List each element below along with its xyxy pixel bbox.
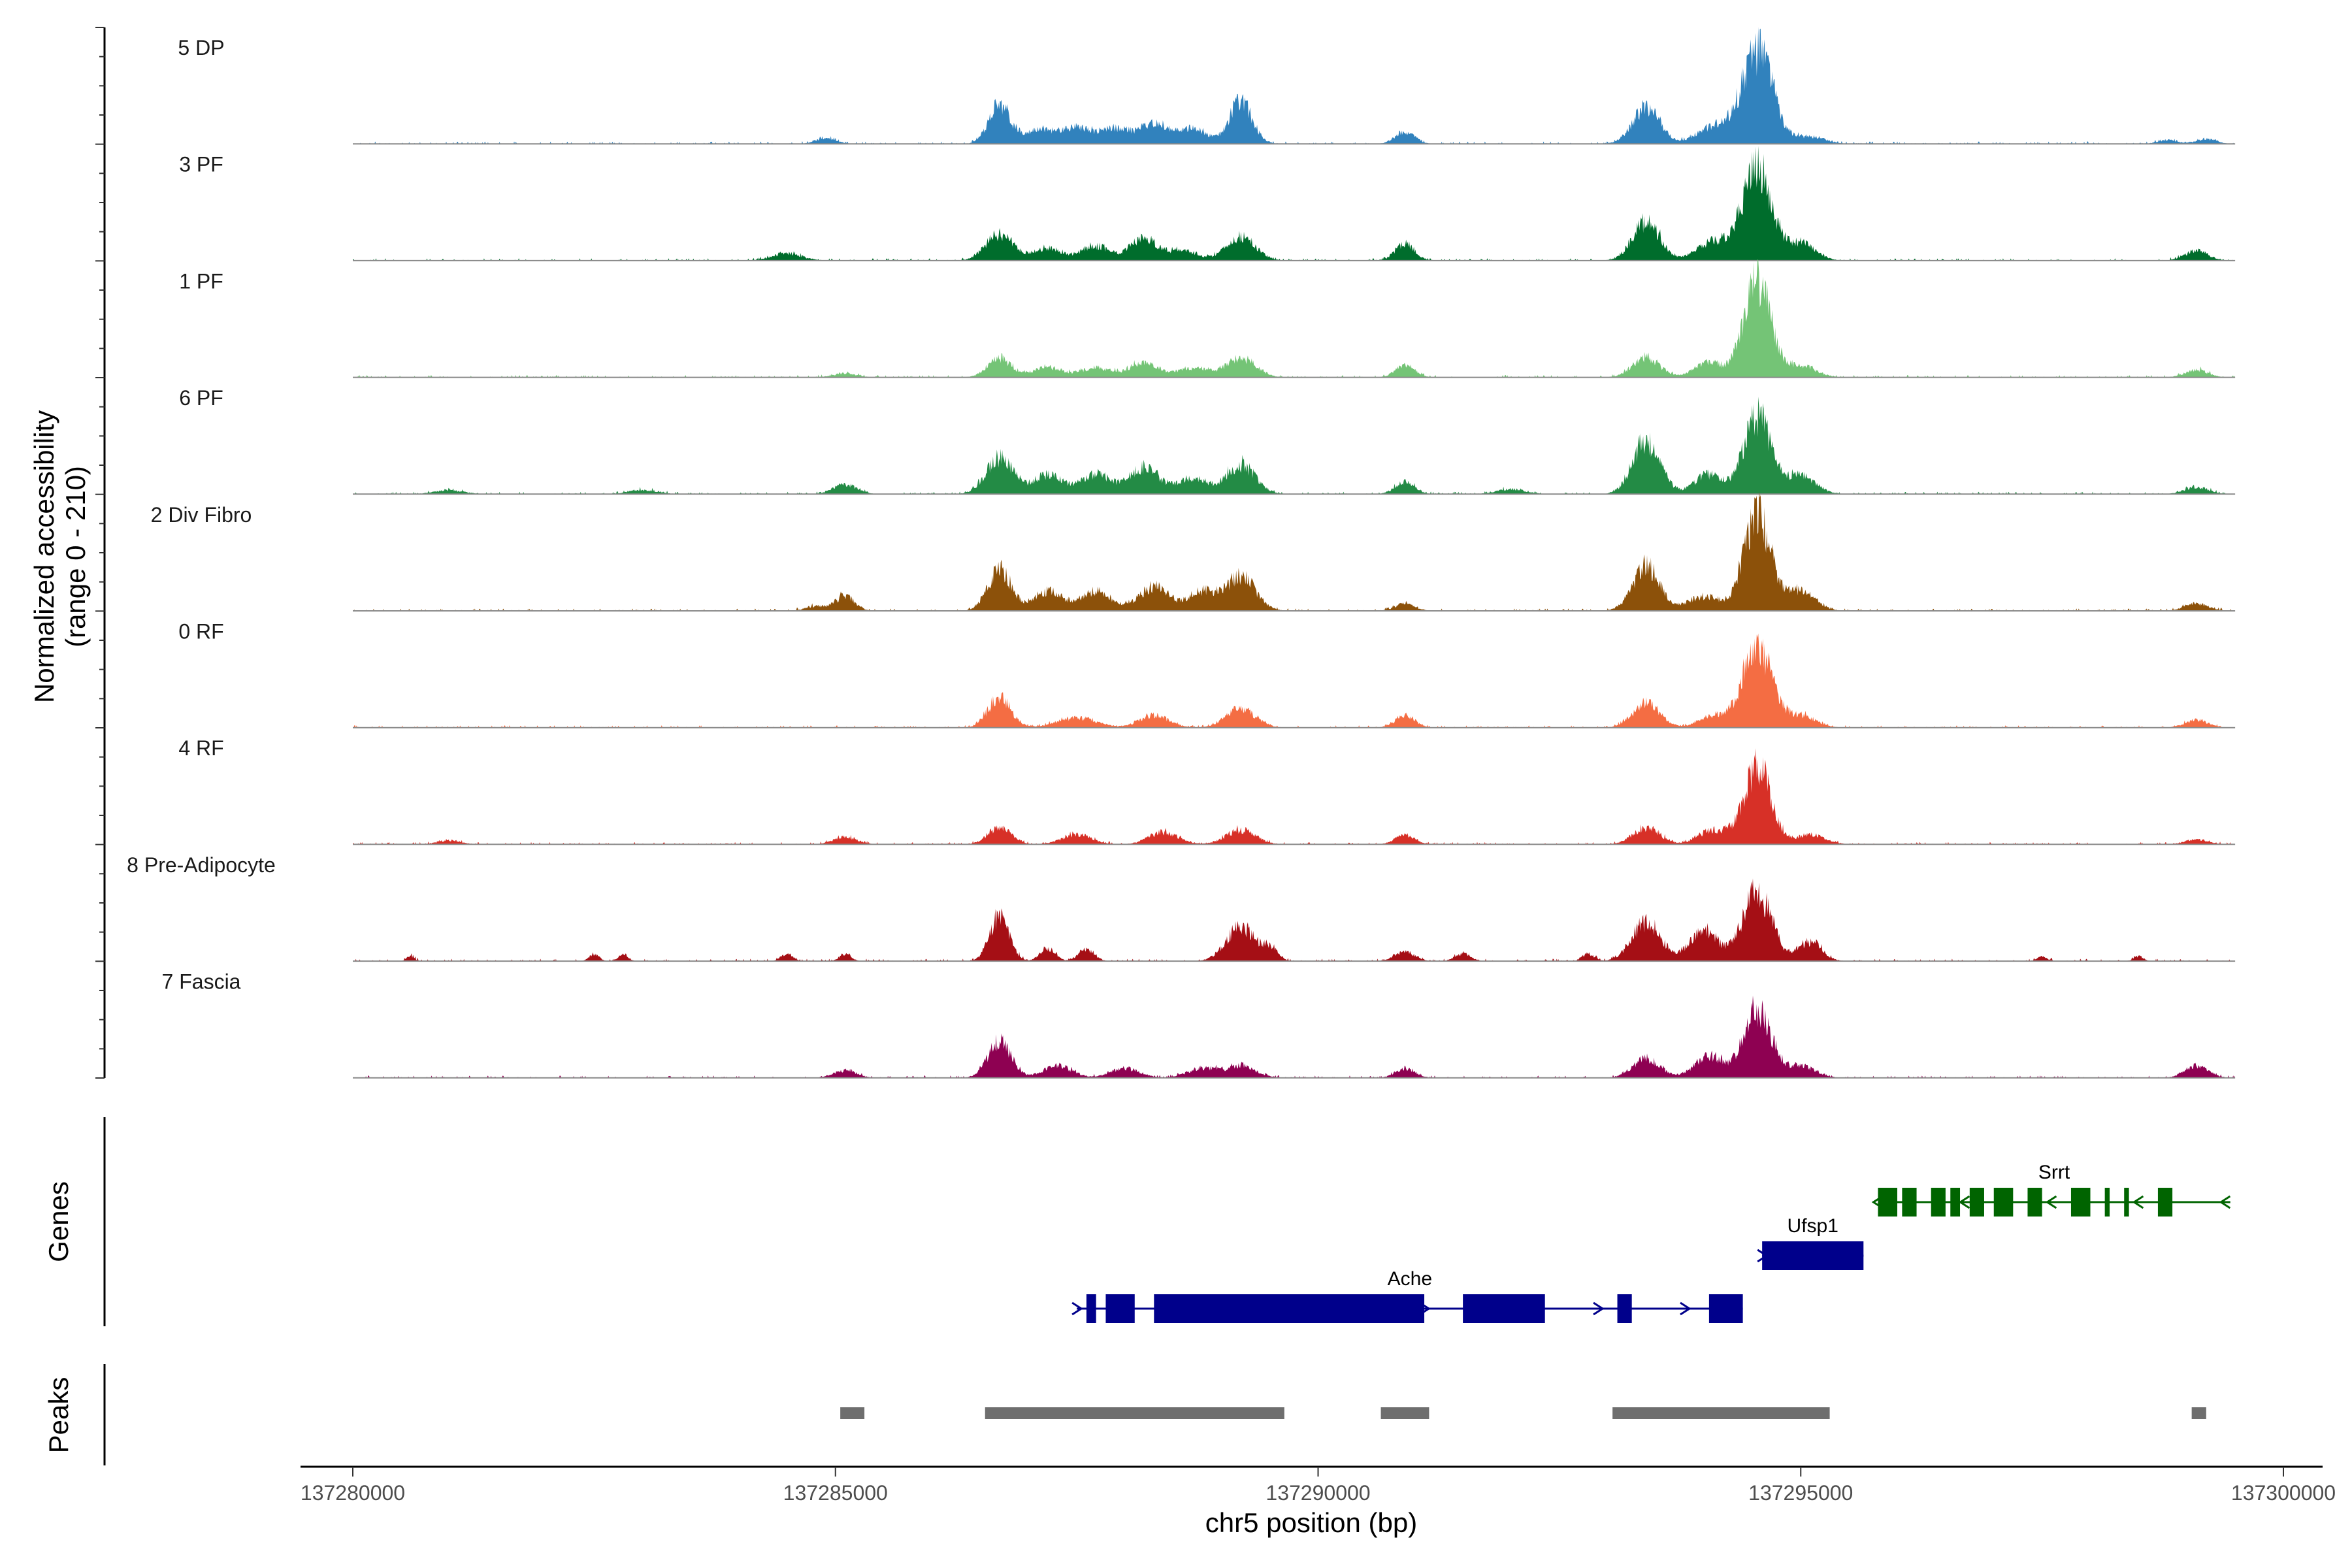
coverage-y-ticks bbox=[95, 27, 105, 1079]
track-label: 5 DP bbox=[178, 36, 224, 59]
gene-exon bbox=[1969, 1188, 1984, 1217]
track-0: 5 DP bbox=[178, 27, 2236, 145]
gene-exon bbox=[1902, 1188, 1917, 1217]
gene-exon bbox=[1154, 1294, 1425, 1323]
genes-panel-title: Genes bbox=[43, 1181, 74, 1262]
gene-srrt: Srrt bbox=[1871, 1162, 2231, 1217]
gene-exon bbox=[2104, 1188, 2110, 1217]
gene-exon bbox=[1950, 1188, 1961, 1217]
gene-exon bbox=[1878, 1188, 1897, 1217]
gene-exon bbox=[2070, 1188, 2091, 1217]
gene-exon bbox=[1105, 1294, 1135, 1323]
track-label: 7 Fascia bbox=[162, 970, 241, 994]
coverage-tracks: 5 DP 3 PF 1 PF 6 PF 2 Div Fibro 0 RF 4 RF 8 Pre… bbox=[127, 27, 2236, 1079]
gene-exon bbox=[1463, 1294, 1545, 1323]
peak-region bbox=[1380, 1407, 1429, 1419]
track-1: 3 PF bbox=[179, 146, 2236, 261]
strand-arrow-icon bbox=[1680, 1301, 1691, 1316]
track-2: 1 PF bbox=[179, 259, 2236, 378]
track-label: 4 RF bbox=[178, 736, 223, 760]
x-axis-ticks: 137280000 137285000 137290000 137295000 1373… bbox=[301, 1467, 2336, 1505]
track-label: 3 PF bbox=[179, 153, 223, 176]
peak-regions bbox=[840, 1407, 2206, 1419]
gene-ache: Ache bbox=[1071, 1268, 1743, 1323]
y-axis-title-group: Normalized accessibility (range 0 - 210) bbox=[29, 410, 91, 703]
strand-arrow-icon bbox=[1958, 1195, 1970, 1209]
track-label: 2 Div Fibro bbox=[151, 503, 252, 527]
track-area bbox=[353, 633, 2236, 728]
strand-arrow-icon bbox=[1071, 1301, 1083, 1316]
y-axis-title: Normalized accessibility bbox=[29, 410, 59, 703]
x-axis-title: chr5 position (bp) bbox=[1205, 1507, 1418, 1538]
track-label: 6 PF bbox=[179, 386, 223, 410]
track-area bbox=[353, 27, 2236, 144]
track-label: 0 RF bbox=[178, 620, 223, 644]
strand-arrow-icon bbox=[2132, 1195, 2144, 1209]
gene-exon bbox=[2124, 1188, 2129, 1217]
peak-region bbox=[985, 1407, 1284, 1419]
track-area bbox=[353, 878, 2236, 962]
gene-exon bbox=[1931, 1188, 1946, 1217]
x-tick-label: 137300000 bbox=[2231, 1481, 2336, 1505]
track-7: 8 Pre-Adipocyte bbox=[127, 853, 2236, 962]
peak-region bbox=[2191, 1407, 2206, 1419]
track-label: 8 Pre-Adipocyte bbox=[127, 853, 276, 877]
y-axis-range: (range 0 - 210) bbox=[60, 466, 91, 647]
track-area bbox=[353, 995, 2236, 1078]
x-tick-label: 137295000 bbox=[1748, 1481, 1853, 1505]
track-8: 7 Fascia bbox=[162, 970, 2236, 1079]
gene-exon bbox=[2157, 1188, 2173, 1217]
x-tick-label: 137285000 bbox=[783, 1481, 888, 1505]
strand-arrow-icon bbox=[2045, 1195, 2057, 1209]
gene-exon bbox=[1708, 1294, 1743, 1323]
track-area bbox=[353, 748, 2236, 845]
gene-exon bbox=[1993, 1188, 2014, 1217]
track-label: 1 PF bbox=[179, 269, 223, 293]
peak-region bbox=[1612, 1407, 1830, 1419]
x-tick-label: 137280000 bbox=[301, 1481, 405, 1505]
track-area bbox=[353, 491, 2236, 611]
strand-arrow-icon bbox=[2219, 1195, 2231, 1209]
x-tick-label: 137290000 bbox=[1266, 1481, 1370, 1505]
gene-label: Ufsp1 bbox=[1788, 1215, 1838, 1237]
track-area bbox=[353, 397, 2236, 495]
gene-label: Ache bbox=[1388, 1268, 1432, 1290]
track-6: 4 RF bbox=[178, 736, 2236, 845]
gene-annotations: Srrt Ufsp1 Ache bbox=[1071, 1162, 2231, 1323]
track-5: 0 RF bbox=[178, 620, 2236, 728]
gene-exon bbox=[1762, 1241, 1864, 1270]
gene-ufsp1: Ufsp1 bbox=[1757, 1215, 1864, 1270]
gene-exon bbox=[1617, 1294, 1632, 1323]
peaks-panel-title: Peaks bbox=[43, 1377, 74, 1454]
track-area bbox=[353, 259, 2236, 378]
strand-arrow-icon bbox=[1593, 1301, 1605, 1316]
peak-region bbox=[840, 1407, 865, 1419]
gene-exon bbox=[2027, 1188, 2042, 1217]
gene-label: Srrt bbox=[2038, 1162, 2070, 1183]
track-4: 2 Div Fibro bbox=[151, 491, 2236, 612]
track-3: 6 PF bbox=[179, 386, 2236, 495]
track-area bbox=[353, 146, 2236, 261]
gene-exon bbox=[1086, 1294, 1096, 1323]
